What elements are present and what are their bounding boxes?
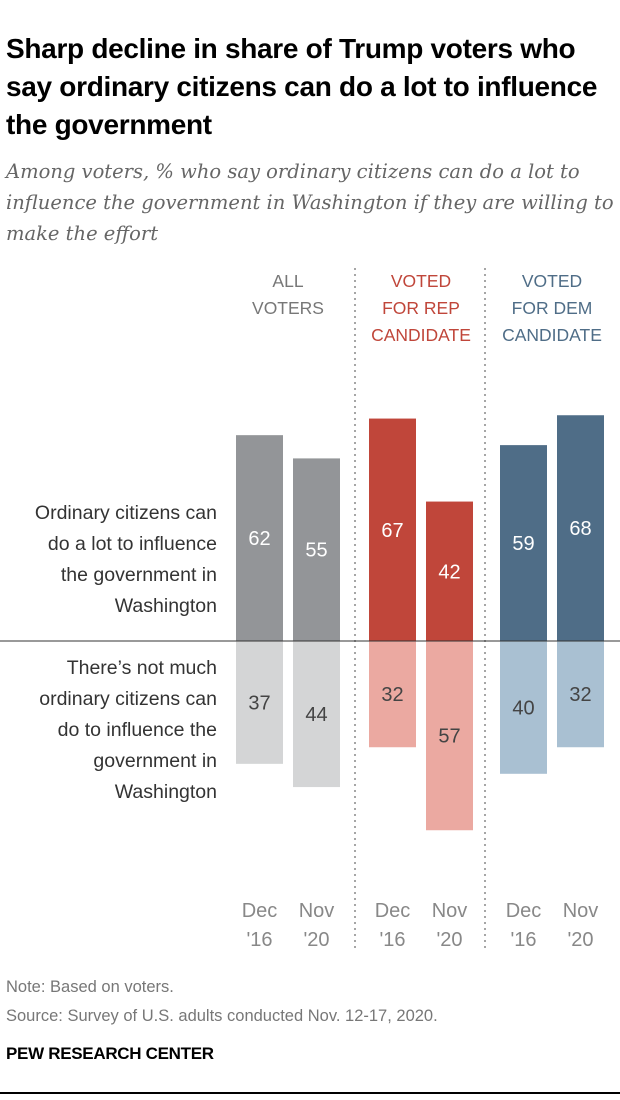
data-label-bottom: 32 bbox=[381, 684, 403, 706]
group-label: FOR REP bbox=[382, 298, 460, 318]
row-label-top: Washington bbox=[115, 595, 217, 617]
data-label-top: 59 bbox=[512, 533, 534, 555]
bar-top bbox=[500, 445, 547, 641]
row-label-bottom: do to influence the bbox=[58, 719, 217, 741]
bar-bottom bbox=[369, 641, 416, 748]
row-label-bottom: ordinary citizens can bbox=[39, 688, 217, 710]
data-label-bottom: 37 bbox=[248, 692, 270, 714]
row-label-bottom: government in bbox=[93, 750, 217, 772]
group-label: VOTED bbox=[522, 271, 582, 291]
x-tick-label: Dec bbox=[506, 900, 542, 922]
x-tick-label: '16 bbox=[246, 929, 272, 951]
bar-top bbox=[236, 435, 283, 641]
x-tick-label: Nov bbox=[432, 900, 468, 922]
x-tick-label: '20 bbox=[303, 929, 329, 951]
group-label: FOR DEM bbox=[512, 298, 593, 318]
data-label-top: 55 bbox=[305, 540, 327, 562]
group-label: ALL bbox=[272, 271, 303, 291]
x-tick-label: Dec bbox=[375, 900, 411, 922]
data-label-bottom: 40 bbox=[512, 697, 534, 719]
row-label-top: Ordinary citizens can bbox=[35, 502, 217, 524]
x-tick-label: Nov bbox=[299, 900, 335, 922]
bar-top bbox=[426, 501, 473, 641]
group-label: VOTED bbox=[391, 271, 451, 291]
x-tick-label: '16 bbox=[510, 929, 536, 951]
bar-top bbox=[369, 418, 416, 641]
group-label: CANDIDATE bbox=[371, 325, 471, 345]
group-label: CANDIDATE bbox=[502, 325, 602, 345]
bar-bottom bbox=[236, 641, 283, 764]
bar-bottom bbox=[500, 641, 547, 774]
data-label-bottom: 32 bbox=[569, 684, 591, 706]
row-label-bottom: Washington bbox=[115, 781, 217, 803]
group-label: VOTERS bbox=[252, 298, 324, 318]
row-label-top: do a lot to influence bbox=[48, 533, 217, 555]
data-label-top: 62 bbox=[248, 528, 270, 550]
pew-logo-text: PEW RESEARCH CENTER bbox=[6, 1044, 214, 1063]
data-label-top: 67 bbox=[381, 520, 403, 542]
bar-top bbox=[557, 415, 604, 641]
data-label-bottom: 44 bbox=[305, 704, 327, 726]
chart-subtitle: Among voters, % who say ordinary citizen… bbox=[6, 160, 614, 245]
bar-top bbox=[293, 458, 340, 641]
chart-note: Note: Based on voters. bbox=[6, 978, 174, 996]
row-label-bottom: There’s not much bbox=[67, 657, 217, 679]
bar-bottom bbox=[426, 641, 473, 831]
x-tick-label: '20 bbox=[567, 929, 593, 951]
row-label-top: the government in bbox=[61, 564, 217, 586]
x-tick-label: '20 bbox=[436, 929, 462, 951]
chart-title: Sharp decline in share of Trump voters w… bbox=[6, 33, 598, 140]
x-tick-label: Dec bbox=[242, 900, 278, 922]
chart-source: Source: Survey of U.S. adults conducted … bbox=[6, 1007, 438, 1025]
data-label-top: 68 bbox=[569, 518, 591, 540]
x-tick-label: '16 bbox=[379, 929, 405, 951]
data-label-top: 42 bbox=[438, 561, 460, 583]
x-tick-label: Nov bbox=[563, 900, 599, 922]
data-label-bottom: 57 bbox=[438, 726, 460, 748]
bar-bottom bbox=[293, 641, 340, 788]
bar-bottom bbox=[557, 641, 604, 748]
bottom-rule bbox=[0, 1092, 620, 1094]
